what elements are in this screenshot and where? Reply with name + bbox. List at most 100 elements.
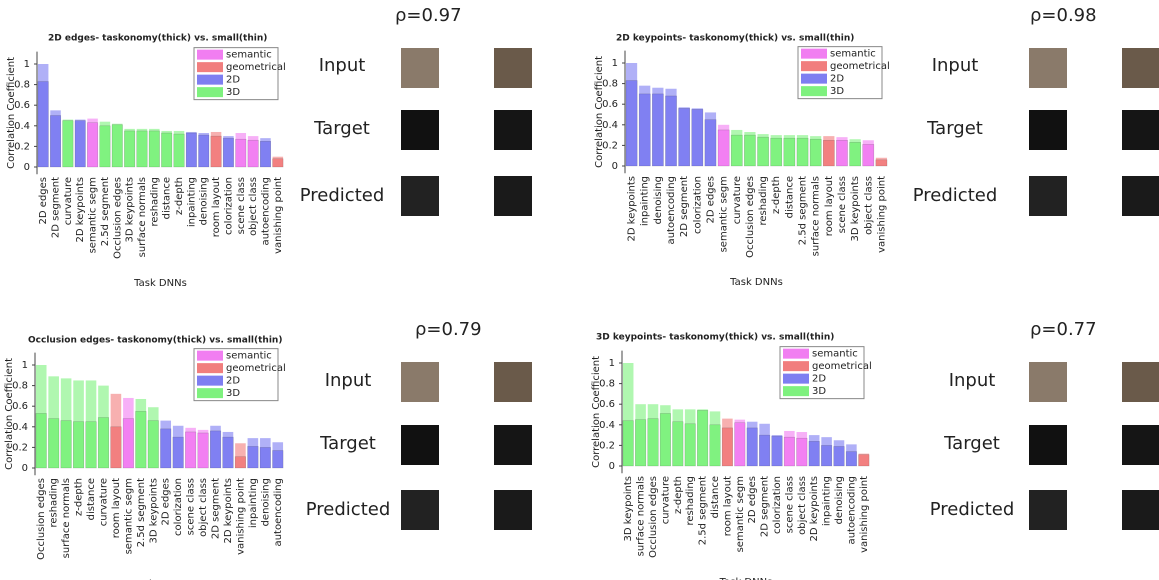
bar-thin (198, 134, 210, 168)
legend-label: geometrical (812, 361, 872, 372)
legend-label: 2D (226, 376, 240, 387)
x-tick-label: 2D segment (51, 177, 62, 238)
bar-thin (757, 136, 769, 167)
panel-label: Input (949, 370, 996, 391)
x-tick-label: 2D edges (705, 176, 716, 223)
thumbnail (401, 176, 439, 216)
bar-thin (833, 446, 845, 467)
x-tick-label: reshading (685, 476, 696, 526)
bar-thin (222, 436, 234, 469)
thumbnail (494, 490, 532, 530)
bar-thin (48, 418, 60, 469)
chart-title: 2D edges- taskonomy(thick) vs. small(thi… (48, 34, 267, 44)
x-tick-label: object class (198, 478, 209, 537)
y-tick-label: 0.8 (602, 79, 618, 90)
x-tick-label: reshading (758, 176, 769, 226)
x-tick-label: distance (710, 476, 721, 518)
x-tick-label: 2D keypoints (809, 476, 820, 541)
thumbnail (1122, 110, 1159, 150)
y-axis-label: Correlation Coefficient (594, 56, 605, 168)
legend-swatch (783, 361, 809, 372)
bar-thin (234, 456, 246, 469)
thumbnail (1122, 176, 1159, 216)
bar-thin (808, 441, 820, 467)
legend-swatch (801, 48, 827, 59)
bar-thin (717, 129, 730, 167)
x-tick-label: denoising (260, 478, 271, 526)
bar-thin (875, 159, 888, 167)
bar-thin (704, 119, 717, 167)
bar-thin (771, 435, 783, 467)
x-tick-label: autoencoding (260, 177, 271, 245)
x-tick-label: scene class (784, 476, 795, 533)
thumbnail (1029, 362, 1067, 402)
y-tick-label: 1 (24, 59, 30, 70)
y-tick-label: 0.8 (12, 381, 28, 392)
x-tick-label: room layout (111, 478, 122, 538)
x-tick-label: scene class (236, 177, 247, 234)
chart-title: 2D keypoints- taskonomy(thick) vs. small… (616, 34, 854, 44)
x-tick-label: reshading (149, 177, 160, 227)
bar-thin (796, 437, 808, 467)
x-tick-label: 2D edges (38, 177, 49, 224)
panel-label: Target (943, 433, 1000, 454)
bar-thin (185, 132, 197, 168)
bar-thin (122, 418, 134, 469)
x-tick-label: 2.5d segment (798, 176, 809, 245)
bar-thick (622, 363, 634, 466)
thumbnail (1029, 490, 1067, 530)
panel-label: Target (926, 118, 983, 139)
panel-label: Target (313, 118, 370, 139)
x-tick-label: distance (86, 478, 97, 520)
bar-thin (770, 137, 783, 167)
x-axis-label: Task DNNs (719, 577, 773, 580)
x-tick-label: semantic segm (719, 176, 730, 252)
bar-thin (147, 420, 159, 469)
legend-swatch (783, 348, 809, 359)
x-tick-label: autoencoding (666, 176, 677, 244)
bar-thin (160, 428, 172, 469)
bar-thin (625, 80, 638, 167)
bar-thin (259, 447, 271, 469)
x-tick-label: curvature (98, 478, 109, 526)
bar-thin (235, 138, 247, 168)
bar-thin (734, 422, 746, 467)
y-tick-label: 0 (612, 161, 618, 172)
bar-thin (845, 451, 857, 467)
thumbnail (494, 48, 532, 88)
bar-thin (862, 144, 875, 167)
chart-title: 3D keypoints- taskonomy(thick) vs. small… (596, 333, 834, 343)
bar-thin (87, 122, 99, 168)
y-tick-label: 0.8 (14, 80, 30, 91)
x-tick-label: autoencoding (846, 476, 857, 544)
x-tick-label: room layout (722, 476, 733, 536)
x-tick-label: reshading (49, 478, 60, 528)
legend-swatch (197, 87, 223, 98)
legend-swatch (197, 350, 223, 361)
bar-thin (822, 140, 835, 167)
bar-thin (836, 140, 848, 167)
x-tick-label: curvature (63, 177, 74, 225)
panel-label: Predicted (913, 185, 998, 206)
bar-thick (235, 443, 246, 468)
x-tick-label: surface normals (61, 478, 72, 558)
x-tick-label: 2D segment (760, 476, 771, 537)
thumbnail (494, 176, 532, 216)
x-tick-label: Occlusion edges (36, 478, 47, 560)
panel-label: Input (932, 55, 979, 76)
bar-thin (136, 130, 148, 168)
x-tick-label: 2D keypoints (75, 177, 86, 242)
legend-swatch (197, 62, 223, 73)
x-tick-label: distance (784, 176, 795, 218)
x-tick-label: object class (863, 176, 874, 235)
bar-thin (684, 423, 696, 467)
x-tick-label: 2.5d segment (100, 177, 111, 246)
x-tick-label: z-depth (74, 478, 85, 516)
y-tick-label: 0 (609, 461, 615, 472)
bar-thin (746, 427, 758, 467)
thumbnail (1029, 110, 1067, 150)
legend-swatch (197, 363, 223, 374)
bar-thin (635, 419, 647, 467)
bar-thin (99, 125, 111, 168)
bar-thin (135, 411, 147, 469)
